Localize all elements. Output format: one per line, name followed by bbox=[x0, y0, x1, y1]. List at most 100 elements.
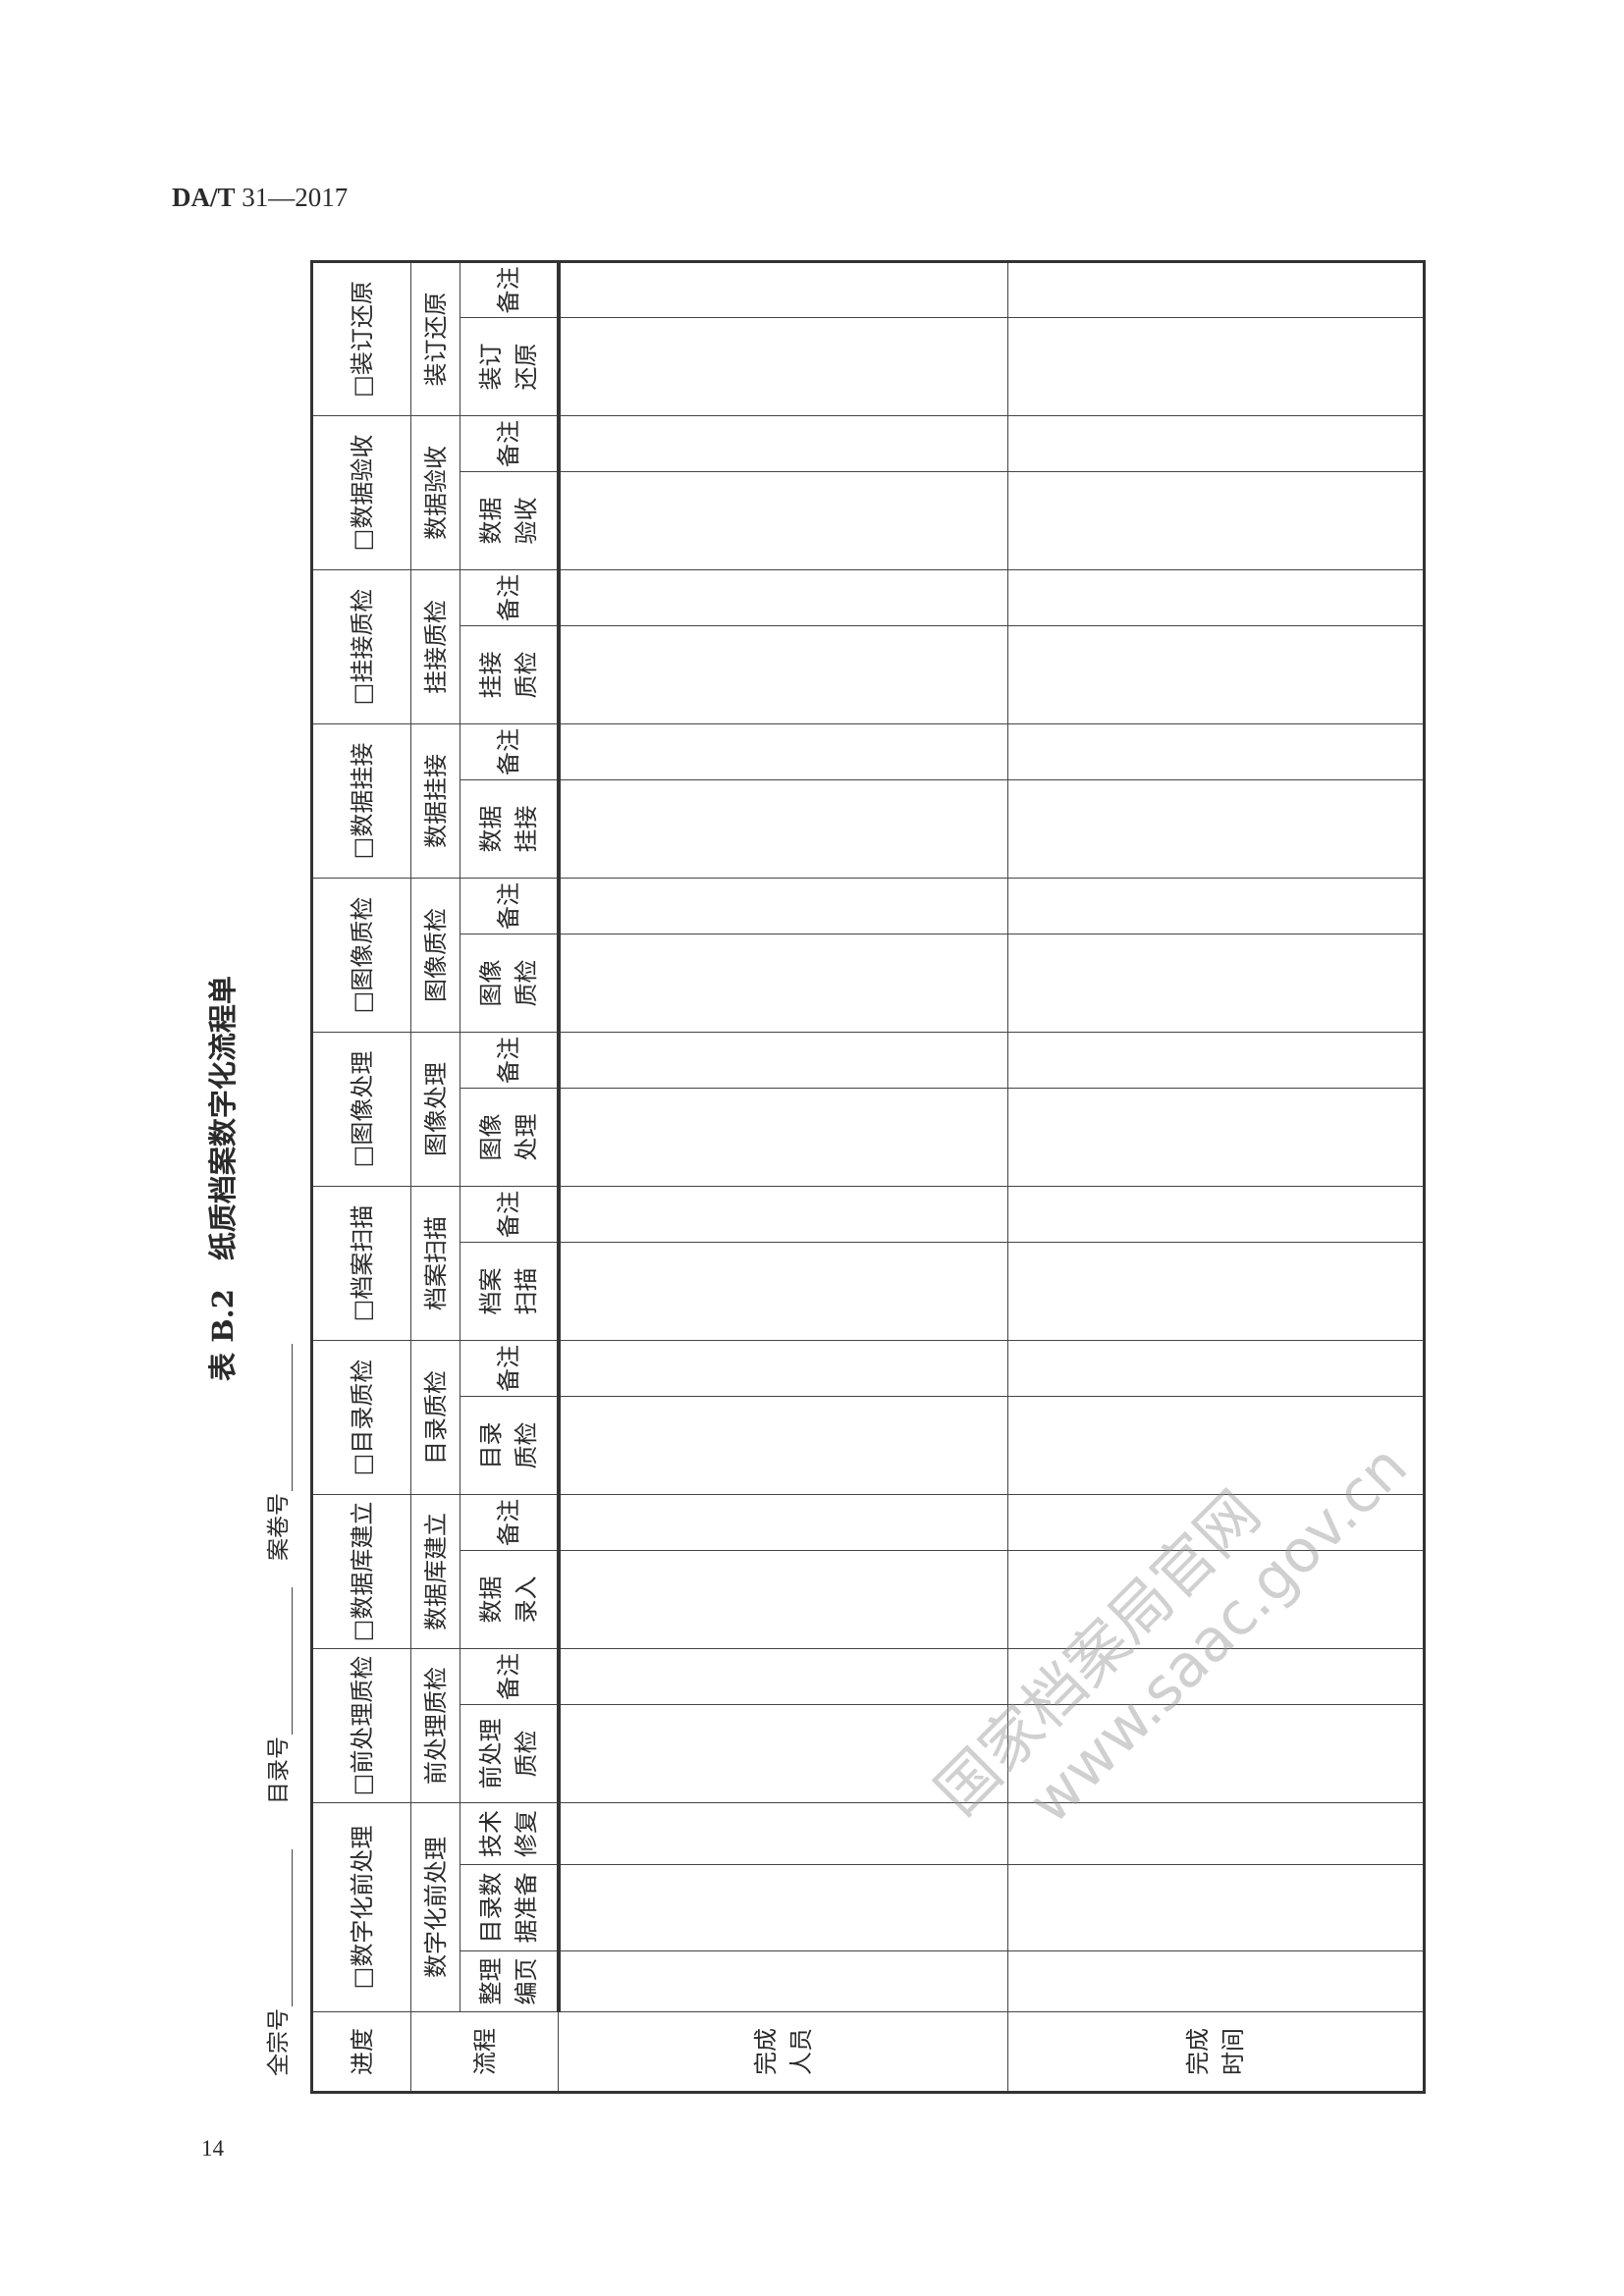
standard-code: DA/T 31—2017 bbox=[172, 183, 348, 213]
flow-group-header: 前处理质检 bbox=[410, 1648, 460, 1803]
remark-header: 备注 bbox=[460, 569, 559, 626]
progress-checkbox[interactable]: □目录质检 bbox=[311, 1340, 411, 1495]
flow-step-header: 整理 编页 bbox=[460, 1950, 559, 2012]
entry-cell[interactable] bbox=[558, 625, 1008, 724]
entry-cell[interactable] bbox=[558, 1396, 1008, 1495]
entry-cell[interactable] bbox=[1007, 1242, 1425, 1341]
entry-cell[interactable] bbox=[558, 878, 1008, 934]
entry-cell[interactable] bbox=[558, 1950, 1008, 2012]
entry-cell[interactable] bbox=[558, 1186, 1008, 1243]
entry-cell[interactable] bbox=[558, 1648, 1008, 1705]
entry-cell[interactable] bbox=[1007, 625, 1425, 724]
file-number-field[interactable]: 案卷号 bbox=[259, 1344, 293, 1561]
entry-cell[interactable] bbox=[1007, 1340, 1425, 1397]
entry-cell[interactable] bbox=[558, 1864, 1008, 1951]
flow-step-header: 档案 扫描 bbox=[460, 1242, 559, 1341]
entry-cell[interactable] bbox=[1007, 723, 1425, 780]
entry-cell[interactable] bbox=[1007, 1088, 1425, 1187]
flow-step-header: 技术 修复 bbox=[460, 1802, 559, 1865]
entry-cell[interactable] bbox=[1007, 569, 1425, 626]
flow-group-header: 数字化前处理 bbox=[410, 1802, 460, 2012]
remark-header: 备注 bbox=[460, 723, 559, 780]
entry-cell[interactable] bbox=[558, 317, 1008, 416]
progress-checkbox[interactable]: □挂接质检 bbox=[311, 569, 411, 724]
remark-header: 备注 bbox=[460, 1494, 559, 1551]
flow-step-header: 数据 挂接 bbox=[460, 779, 559, 879]
entry-cell[interactable] bbox=[1007, 261, 1425, 318]
field-label: 全宗号 bbox=[266, 2008, 292, 2076]
remark-header: 备注 bbox=[460, 415, 559, 472]
rotated-table-area: 表 B.2 纸质档案数字化流程单 全宗号 目录号 案卷号 进度 □数字化前处理 □前… bbox=[206, 259, 1426, 2094]
fill-line[interactable] bbox=[270, 1849, 293, 2006]
entry-cell[interactable] bbox=[1007, 471, 1425, 570]
remark-header: 备注 bbox=[460, 1032, 559, 1089]
entry-cell[interactable] bbox=[558, 1494, 1008, 1551]
flow-label: 流程 bbox=[410, 2011, 559, 2093]
progress-checkbox[interactable]: □数据库建立 bbox=[311, 1494, 411, 1649]
entry-cell[interactable] bbox=[1007, 1950, 1425, 2012]
fill-line[interactable] bbox=[270, 1587, 293, 1735]
standard-prefix: DA/T bbox=[172, 183, 236, 212]
progress-checkbox[interactable]: □装订还原 bbox=[311, 261, 411, 416]
flow-group-header: 装订还原 bbox=[410, 261, 460, 416]
remark-header: 备注 bbox=[460, 1648, 559, 1705]
fill-line[interactable] bbox=[270, 1344, 293, 1491]
flow-group-header: 挂接质检 bbox=[410, 569, 460, 724]
flow-step-header: 装订 还原 bbox=[460, 317, 559, 416]
flow-group-header: 档案扫描 bbox=[410, 1186, 460, 1341]
progress-label: 进度 bbox=[311, 2011, 411, 2093]
table-title: 表 B.2 纸质档案数字化流程单 bbox=[206, 976, 240, 1381]
entry-cell[interactable] bbox=[1007, 779, 1425, 879]
progress-checkbox[interactable]: □数据验收 bbox=[311, 415, 411, 570]
page-number: 14 bbox=[201, 2136, 224, 2161]
entry-cell[interactable] bbox=[558, 471, 1008, 570]
entry-cell[interactable] bbox=[558, 1088, 1008, 1187]
entry-cell[interactable] bbox=[558, 1550, 1008, 1649]
progress-checkbox[interactable]: □档案扫描 bbox=[311, 1186, 411, 1341]
progress-checkbox[interactable]: □图像质检 bbox=[311, 878, 411, 1033]
entry-cell[interactable] bbox=[1007, 934, 1425, 1033]
progress-checkbox[interactable]: □图像处理 bbox=[311, 1032, 411, 1187]
flow-step-header: 图像 处理 bbox=[460, 1088, 559, 1187]
remark-header: 备注 bbox=[460, 878, 559, 934]
entry-cell[interactable] bbox=[1007, 878, 1425, 934]
digitization-flow-table: 进度 □数字化前处理 □前处理质检 □数据库建立 □目录质检 □档案扫描 □图像处理 □图像质… bbox=[310, 259, 1426, 2094]
entry-cell[interactable] bbox=[558, 1340, 1008, 1397]
field-label: 案卷号 bbox=[266, 1493, 292, 1561]
table-row: 完成 人员 bbox=[558, 261, 1008, 2093]
flow-group-header: 数据验收 bbox=[410, 415, 460, 570]
entry-cell[interactable] bbox=[558, 415, 1008, 472]
entry-cell[interactable] bbox=[1007, 1032, 1425, 1089]
entry-cell[interactable] bbox=[1007, 317, 1425, 416]
entry-cell[interactable] bbox=[558, 1802, 1008, 1865]
entry-cell[interactable] bbox=[558, 1242, 1008, 1341]
flow-step-header: 前处理 质检 bbox=[460, 1704, 559, 1803]
entry-cell[interactable] bbox=[558, 723, 1008, 780]
entry-cell[interactable] bbox=[558, 1032, 1008, 1089]
flow-group-header: 数据库建立 bbox=[410, 1494, 460, 1649]
entry-cell[interactable] bbox=[558, 934, 1008, 1033]
row-label: 完成 时间 bbox=[1007, 2011, 1425, 2093]
flow-group-header: 图像处理 bbox=[410, 1032, 460, 1187]
entry-cell[interactable] bbox=[1007, 1186, 1425, 1243]
progress-checkbox[interactable]: □数字化前处理 bbox=[311, 1802, 411, 2012]
progress-checkbox[interactable]: □数据挂接 bbox=[311, 723, 411, 879]
flow-step-header: 数据 录入 bbox=[460, 1550, 559, 1649]
flow-step-header: 目录 质检 bbox=[460, 1396, 559, 1495]
entry-cell[interactable] bbox=[558, 261, 1008, 318]
flow-step-header: 图像 质检 bbox=[460, 934, 559, 1033]
row-label: 完成 人员 bbox=[558, 2011, 1008, 2093]
entry-cell[interactable] bbox=[1007, 415, 1425, 472]
standard-number: 31—2017 bbox=[242, 183, 349, 212]
fonds-number-field[interactable]: 全宗号 bbox=[259, 1849, 293, 2076]
flow-step-header: 数据 验收 bbox=[460, 471, 559, 570]
remark-header: 备注 bbox=[460, 1186, 559, 1243]
flow-step-header: 目录数 据准备 bbox=[460, 1864, 559, 1951]
progress-checkbox[interactable]: □前处理质检 bbox=[311, 1648, 411, 1803]
field-label: 目录号 bbox=[266, 1736, 292, 1804]
catalog-number-field[interactable]: 目录号 bbox=[259, 1587, 293, 1804]
entry-cell[interactable] bbox=[1007, 1864, 1425, 1951]
entry-cell[interactable] bbox=[558, 779, 1008, 879]
entry-cell[interactable] bbox=[558, 569, 1008, 626]
flow-group-header: 数据挂接 bbox=[410, 723, 460, 879]
